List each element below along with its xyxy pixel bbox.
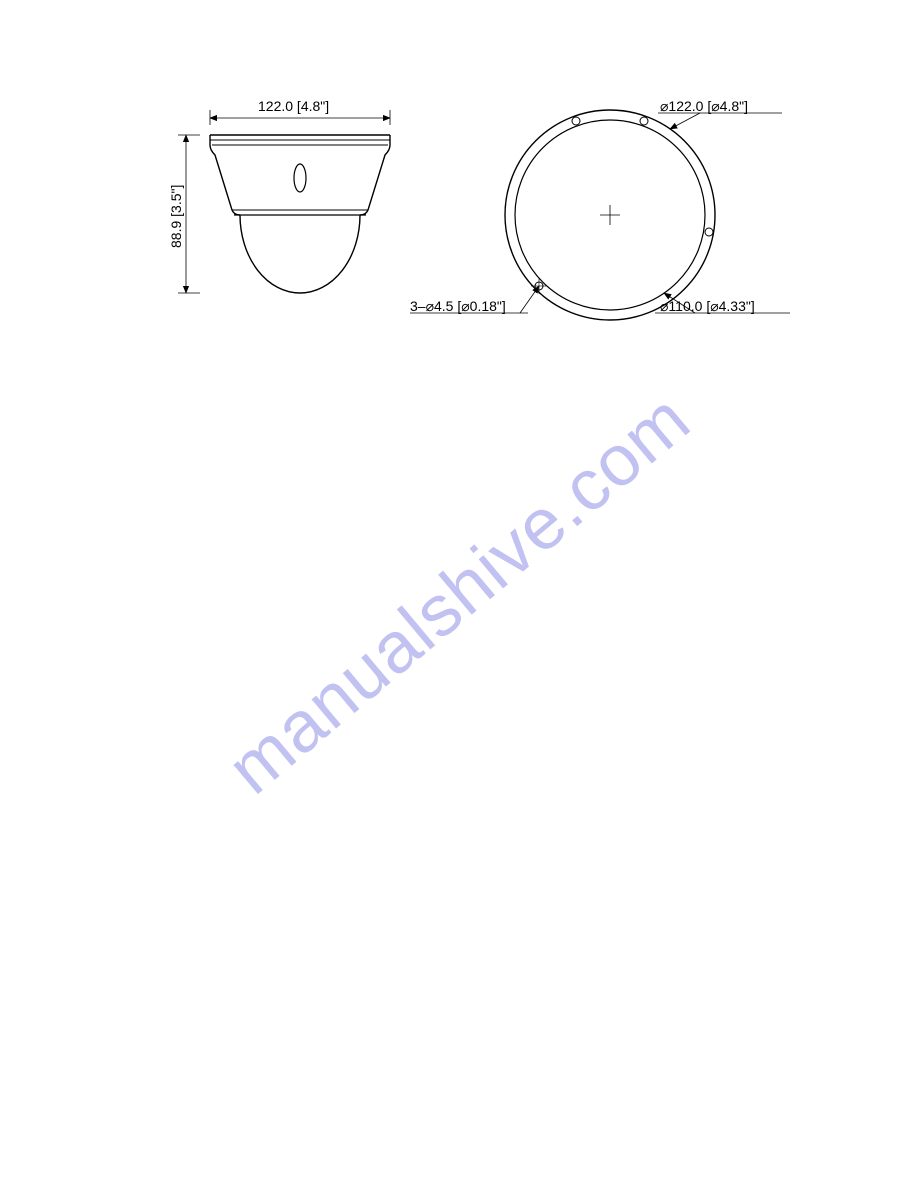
dim-inner-dia-label: ⌀110.0 [⌀4.33"] [660, 298, 755, 315]
screw-hole-top [572, 117, 580, 125]
side-view [178, 110, 390, 293]
dim-height-label: 88.9 [3.5"] [168, 185, 184, 248]
dim-width-label: 122.0 [4.8"] [258, 98, 329, 114]
page-root: 122.0 [4.8"] 88.9 [3.5"] ⌀122.0 [⌀4.8"] … [0, 0, 918, 1188]
technical-drawing [0, 0, 918, 1188]
screw-hole-right [705, 228, 713, 236]
top-view [410, 110, 790, 320]
dim-outer-dia-label: ⌀122.0 [⌀4.8"] [660, 98, 748, 115]
screw-holes [640, 117, 648, 125]
dim-holes-label: 3–⌀4.5 [⌀0.18"] [410, 298, 506, 315]
